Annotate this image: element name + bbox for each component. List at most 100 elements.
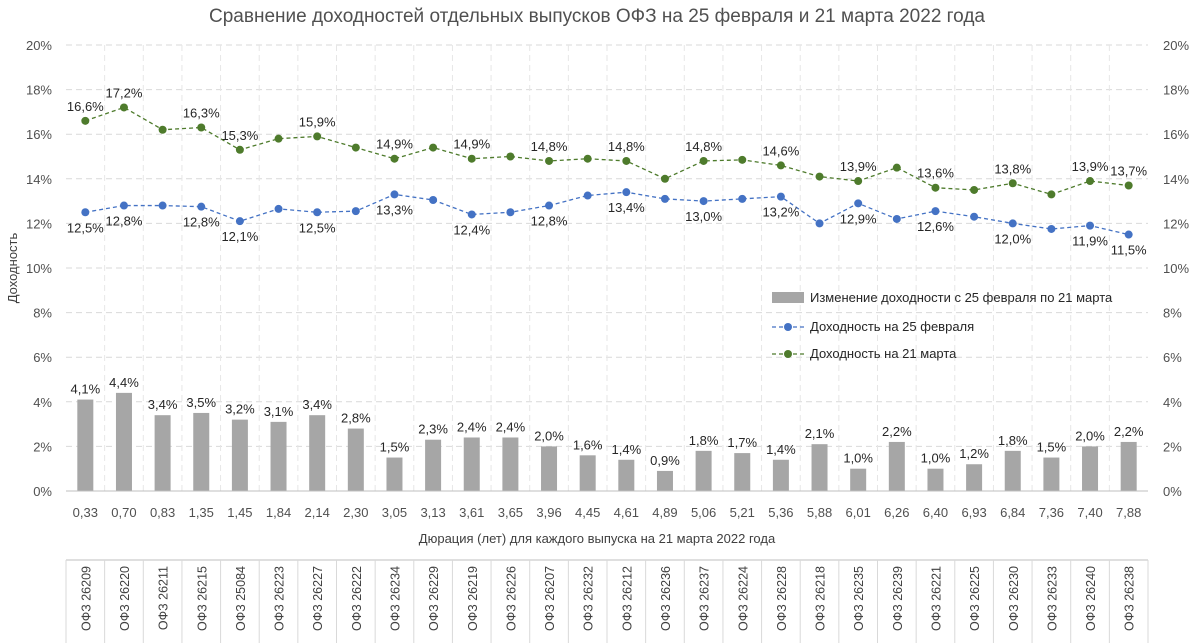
y-tick-label-left: 20%: [26, 38, 52, 53]
bar: [309, 415, 326, 491]
category-label: ОФЗ 26219: [466, 566, 480, 631]
line-point-label: 14,8%: [685, 139, 722, 154]
line-point: [1047, 190, 1056, 199]
y-tick-label-left: 6%: [33, 350, 52, 365]
bar: [734, 453, 751, 491]
category-label: ОФЗ 26230: [1007, 566, 1021, 631]
line-point: [81, 116, 90, 125]
line-point: [1086, 221, 1095, 230]
line-point-label: 14,9%: [453, 137, 490, 152]
bar-label: 2,0%: [534, 428, 564, 443]
line-point: [970, 185, 979, 194]
line-feb: [85, 191, 1129, 236]
y-tick-label-left: 12%: [26, 216, 52, 231]
y-tick-label-right: 20%: [1163, 38, 1189, 53]
line-point: [699, 156, 708, 165]
category-label: ОФЗ 26221: [929, 566, 943, 631]
bar-label: 3,4%: [148, 397, 178, 412]
x-axis-label: Дюрация (лет) для каждого выпуска на 21 …: [419, 531, 776, 546]
duration-label: 3,65: [498, 505, 523, 520]
duration-label: 6,40: [923, 505, 948, 520]
line-point-label: 17,2%: [106, 85, 143, 100]
y-tick-label-left: 2%: [33, 439, 52, 454]
bar: [927, 468, 944, 491]
line-point: [274, 204, 283, 213]
line-point: [467, 210, 476, 219]
line-point: [313, 208, 322, 217]
category-label: ОФЗ 26218: [814, 566, 828, 631]
line-point-label: 15,3%: [221, 128, 258, 143]
line-point-label: 14,8%: [608, 139, 645, 154]
duration-labels: 0,33 0,70 0,83 1,35 1,45 1,84 2,14 2,30 3,05 3,13…: [73, 505, 1142, 520]
line-point: [583, 191, 592, 200]
y-axis-label: Доходность: [5, 233, 20, 304]
line-point-label: 12,8%: [183, 215, 220, 230]
bar: [579, 455, 596, 491]
line-point-label: 12,9%: [840, 211, 877, 226]
line-point-label: 13,2%: [762, 205, 799, 220]
category-label: ОФЗ 26233: [1045, 566, 1059, 631]
grid: [66, 44, 1148, 491]
duration-label: 5,88: [807, 505, 832, 520]
line-point: [545, 156, 554, 165]
bar: [463, 437, 480, 491]
line-point: [622, 156, 631, 165]
category-label: ОФЗ 26238: [1123, 566, 1137, 631]
line-point: [660, 174, 669, 183]
line-point: [467, 154, 476, 163]
line-point-label: 13,8%: [994, 161, 1031, 176]
line-point: [931, 183, 940, 192]
bar-label: 3,1%: [264, 404, 294, 419]
category-label: ОФЗ 26235: [852, 566, 866, 631]
line-point: [970, 212, 979, 221]
legend-feb-label: Доходность на 25 февраля: [810, 319, 974, 334]
y-axis-right: 0% 2% 4% 6% 8% 10% 12% 14% 16% 18% 20%: [1163, 38, 1189, 499]
y-tick-label-left: 14%: [26, 172, 52, 187]
line-point-label: 12,4%: [453, 222, 490, 237]
y-tick-label-right: 16%: [1163, 127, 1189, 142]
bar-label: 3,5%: [186, 395, 216, 410]
bar-label: 2,4%: [457, 419, 487, 434]
category-label: ОФЗ 26212: [620, 566, 634, 631]
duration-label: 3,96: [536, 505, 561, 520]
duration-label: 1,35: [189, 505, 214, 520]
bar-label: 4,4%: [109, 375, 139, 390]
line-series: [81, 103, 1133, 239]
y-tick-label-right: 0%: [1163, 484, 1182, 499]
bar-label: 2,2%: [1114, 424, 1144, 439]
line-point: [429, 195, 438, 204]
line-point: [235, 217, 244, 226]
bar: [811, 444, 828, 491]
line-point: [1124, 181, 1133, 190]
line-point-label: 13,6%: [917, 166, 954, 181]
line-point: [892, 214, 901, 223]
category-label: ОФЗ 26237: [698, 566, 712, 631]
line-point: [699, 197, 708, 206]
line-point-label: 12,1%: [221, 229, 258, 244]
line-point: [274, 134, 283, 143]
bar-label: 1,5%: [1037, 440, 1067, 455]
y-tick-label-right: 18%: [1163, 83, 1189, 98]
bar-label: 2,4%: [496, 419, 526, 434]
bar: [1004, 450, 1021, 491]
line-labels: 12,5% 12,8% 12,8%12,1%12,5%13,3%12,4%12,8%…: [67, 85, 1148, 257]
line-point-label: 13,3%: [376, 202, 413, 217]
chart-title: Сравнение доходностей отдельных выпусков…: [209, 6, 985, 27]
category-label: ОФЗ 26225: [968, 566, 982, 631]
line-point-label: 16,3%: [183, 106, 220, 121]
bar: [115, 392, 132, 491]
line-point: [815, 219, 824, 228]
duration-label: 6,93: [961, 505, 986, 520]
bar: [618, 459, 635, 491]
bar-labels: 4,1% 4,4% 3,4% 3,5% 3,2% 3,1% 3,4% 2,8% 1,5% 2,3%…: [71, 375, 1144, 468]
bar-label: 1,4%: [612, 442, 642, 457]
line-point-label: 12,5%: [67, 220, 104, 235]
bar: [888, 441, 905, 491]
category-label: ОФЗ 25084: [234, 566, 248, 631]
line-point-label: 13,9%: [840, 159, 877, 174]
legend-bar-label: Изменение доходности с 25 февраля по 21 …: [810, 290, 1113, 305]
line-point: [1086, 177, 1095, 186]
category-label: ОФЗ 26240: [1084, 566, 1098, 631]
y-tick-label-right: 4%: [1163, 395, 1182, 410]
